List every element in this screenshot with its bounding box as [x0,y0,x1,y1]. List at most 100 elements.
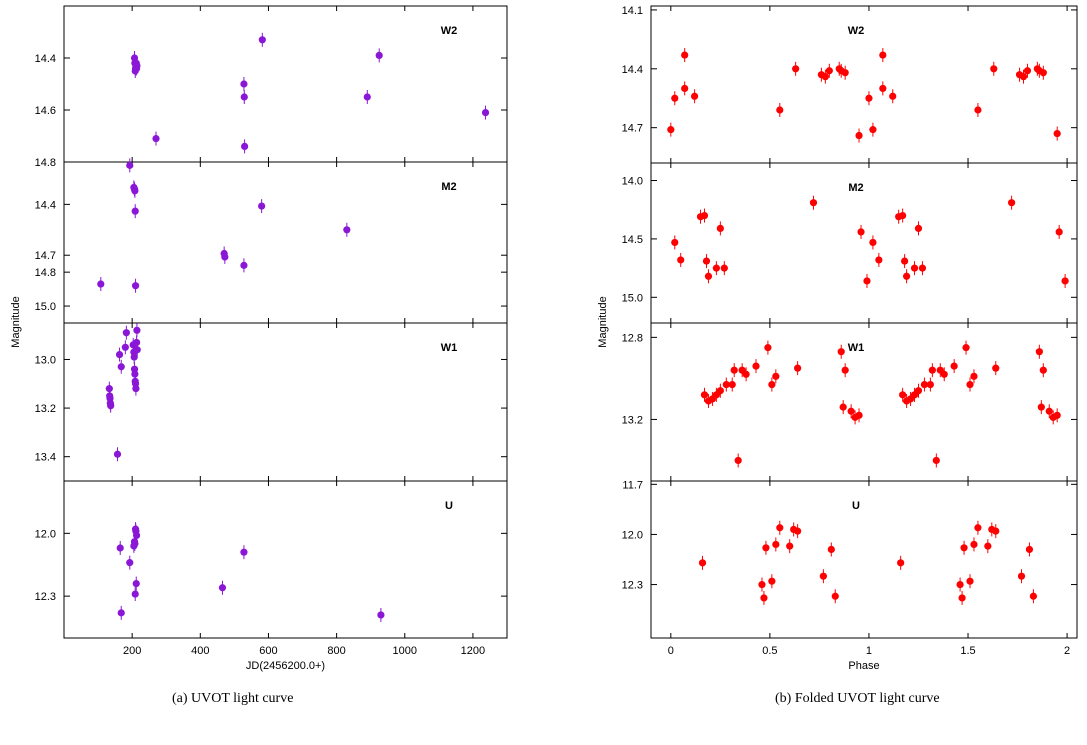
band-label-u: U [445,500,453,512]
point-marker [126,161,134,169]
x-axis-label: JD(2456200.0+) [246,660,325,672]
data-point [839,400,847,415]
point-marker [855,411,863,419]
point-marker [901,257,909,265]
point-marker [841,366,849,374]
data-point [970,369,978,384]
point-marker [722,380,730,389]
point-marker [667,126,675,134]
point-marker [132,385,140,393]
point-marker [879,51,887,59]
point-marker [152,135,160,143]
point-marker [677,256,685,264]
y-axis-label: Magnitude [597,296,609,347]
point-marker [240,93,248,101]
point-marker [132,579,140,588]
point-marker [903,272,911,280]
point-marker [97,280,105,288]
data-point [375,48,383,63]
point-marker [970,540,978,549]
data-point [1035,344,1043,359]
data-point [132,381,140,396]
x-tick-label: 1 [866,645,872,657]
point-marker [926,380,934,389]
point-marker [758,580,766,589]
data-point [681,48,689,63]
point-marker [117,363,125,371]
point-marker [768,577,776,585]
data-point [97,277,105,292]
point-marker [1039,366,1047,374]
data-point [116,540,124,555]
data-point [758,577,766,592]
y-tick-label: 12.0 [622,529,643,541]
data-point [734,453,742,468]
point-marker [116,544,124,552]
point-marker [240,80,248,88]
point-marker [728,380,736,389]
data-point [966,574,974,589]
point-marker [950,362,958,370]
point-marker [960,544,968,552]
point-marker [1008,199,1016,207]
data-point [1045,404,1053,419]
band-label-u: U [852,500,860,512]
point-marker [1039,69,1047,77]
data-point [121,340,129,355]
y-tick-label: 13.4 [35,452,56,464]
point-marker [776,524,784,532]
data-point [899,387,907,402]
point-marker [1055,228,1063,236]
data-point [869,122,877,137]
data-point [825,63,833,78]
data-point [772,537,780,552]
band-label-w1: W1 [848,342,865,354]
data-point [992,524,1000,539]
data-point [901,254,909,269]
data-point [122,325,130,340]
data-point [704,269,713,284]
point-marker [671,238,679,247]
point-marker [847,407,855,415]
data-point [1055,224,1063,239]
chart-a: 14.4 14.6 14.8 W2 14.4 14.7 15.0 14.8 M2 13.0 13.2… [10,5,508,672]
point-marker [1029,592,1038,600]
data-point [932,453,940,468]
y-tick-label: 15.0 [35,301,56,313]
data-point [760,590,768,605]
point-marker [897,559,905,567]
data-point [131,278,140,293]
x-tick-label: 1.5 [960,645,975,657]
data-point [962,340,970,355]
panel-w2: 14.1 14.4 14.7 W2 [622,5,1078,164]
point-marker [258,36,266,44]
point-marker [700,391,709,399]
caption-a: (a) UVOT light curve [172,691,294,706]
point-marker [958,594,966,602]
point-marker [772,540,780,549]
point-marker [690,92,699,100]
x-tick-label: 400 [191,645,209,657]
point-marker [857,228,865,236]
data-point [768,377,776,392]
point-marker [716,224,724,233]
point-marker [928,366,936,374]
data-point [776,520,784,535]
chart-b: 14.114.414.7W214.014.515.0M212.813.2W111… [597,5,1078,672]
data-point [152,131,160,146]
caption-b: (b) Folded UVOT light curve [775,691,940,706]
data-point [221,249,229,264]
band-label-w1: W1 [441,342,458,354]
data-point [117,605,125,620]
point-marker [241,142,249,150]
point-marker [786,542,794,550]
data-point [960,540,968,555]
point-marker [762,544,770,552]
data-point [126,555,134,570]
point-marker [1037,403,1045,411]
point-marker [343,226,351,234]
data-point [133,342,141,357]
y-tick-label: 13.0 [35,354,56,366]
y-tick-label: 12.0 [35,528,56,540]
data-point [131,587,139,602]
